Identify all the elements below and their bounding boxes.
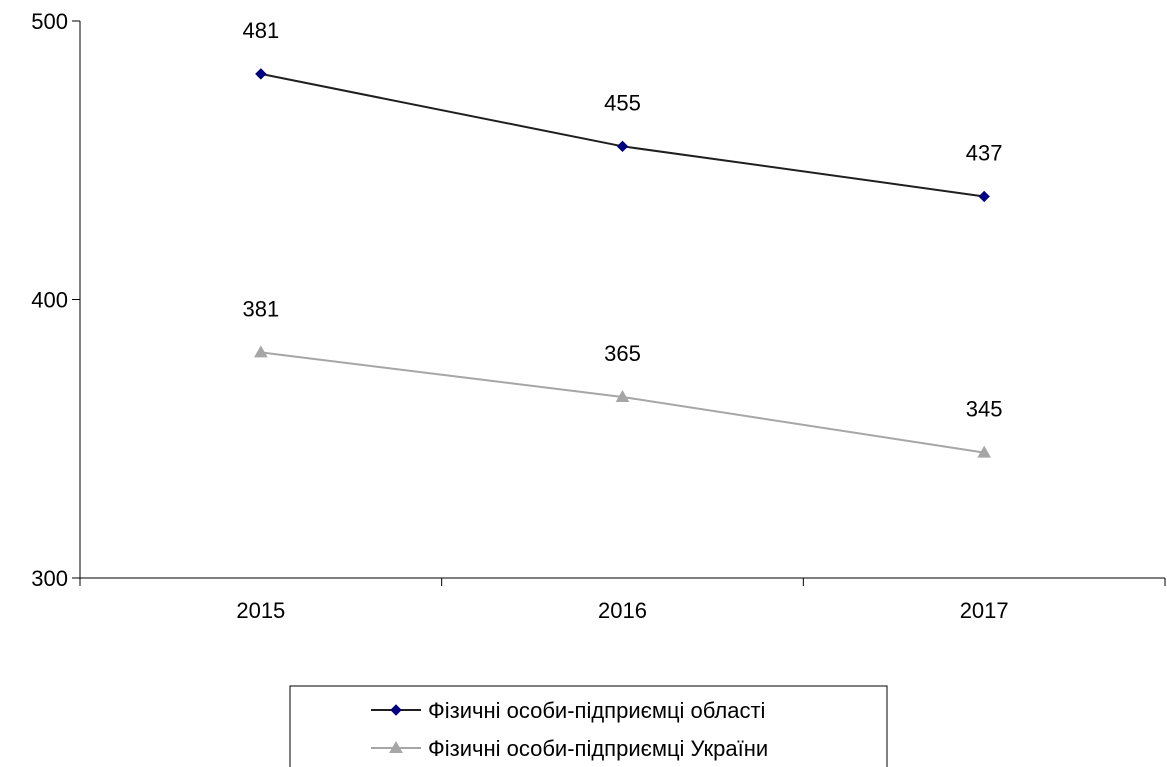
data-label: 455 bbox=[604, 90, 641, 115]
series-line-2 bbox=[260, 351, 985, 454]
legend-label-2: Фізичні особи-підприємці України bbox=[428, 736, 768, 761]
data-label: 381 bbox=[242, 296, 279, 321]
x-tick-label: 2017 bbox=[960, 598, 1009, 623]
series-1-point bbox=[616, 140, 629, 153]
legend-box bbox=[289, 685, 888, 767]
x-tick-label: 2016 bbox=[598, 598, 647, 623]
legend-label-1: Фізичні особи-підприємці області bbox=[428, 698, 765, 723]
y-tick-label: 500 bbox=[31, 9, 68, 34]
data-labels: 481 455 437 381 365 345 bbox=[242, 18, 1002, 422]
data-label: 365 bbox=[604, 341, 641, 366]
series-2-point bbox=[253, 345, 268, 358]
axes: 300 400 500 2015 2016 2017 bbox=[31, 9, 1166, 623]
series-group bbox=[253, 68, 992, 458]
y-tick-label: 400 bbox=[31, 288, 68, 313]
series-2-point bbox=[977, 445, 992, 458]
series-2-point bbox=[615, 389, 630, 402]
legend-marker-2 bbox=[389, 740, 403, 753]
series-1-point bbox=[978, 190, 990, 203]
legend: Фізичні особи-підприємці області Фізичні … bbox=[289, 685, 888, 767]
legend-marker-1 bbox=[390, 704, 402, 716]
data-label: 437 bbox=[966, 140, 1003, 165]
series-1-point bbox=[255, 68, 267, 80]
x-tick-label: 2015 bbox=[236, 598, 285, 623]
data-label: 481 bbox=[242, 18, 279, 43]
y-tick-label: 300 bbox=[31, 566, 68, 591]
data-label: 345 bbox=[966, 397, 1003, 422]
